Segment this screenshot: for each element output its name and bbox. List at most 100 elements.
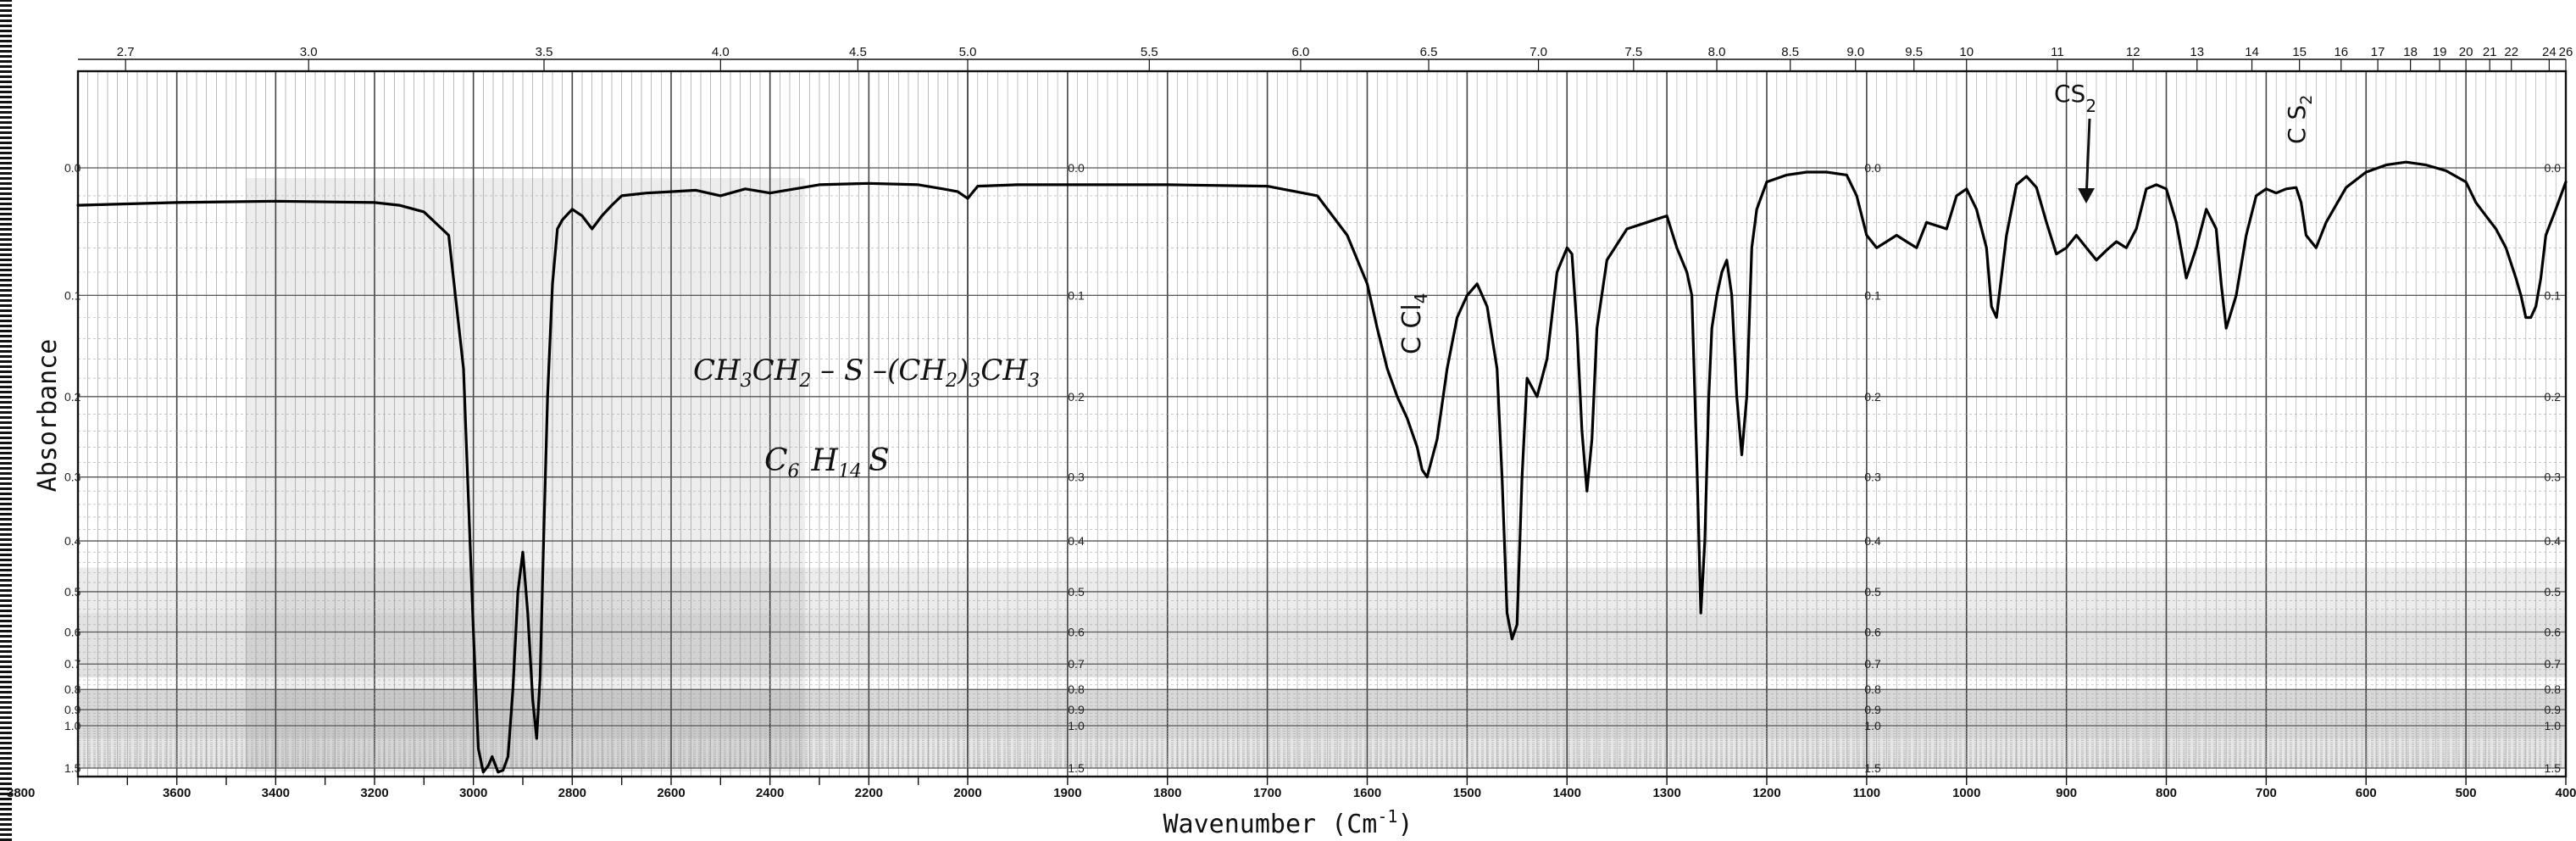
x-tick-label-2400: 2400 xyxy=(756,786,784,800)
top-tick-label-21: 21 xyxy=(2483,45,2497,59)
x-tick-label-1200: 1200 xyxy=(1752,786,1780,800)
y-tick-labels: 0.0 0.1 0.2 0.3 0.4 0.5 0.6 0.7 0.8 0.9 1.0 1.5 0.0 0… xyxy=(64,161,2561,775)
y-tick-label-right-0.3: 0.3 xyxy=(2545,471,2562,484)
x-tick-label-2000: 2000 xyxy=(953,786,981,800)
x-tick-label-500: 500 xyxy=(2456,786,2477,800)
y-tick-label-right-0.7: 0.7 xyxy=(2545,657,2562,671)
y-tick-label-panel-1-1.0: 1.0 xyxy=(1068,719,1085,732)
y-tick-label-left-1.5: 1.5 xyxy=(64,761,81,775)
y-tick-label-panel-2-0.2: 0.2 xyxy=(1864,390,1881,404)
y-tick-label-panel-1-0.2: 0.2 xyxy=(1068,390,1085,404)
x-tick-label-3600: 3600 xyxy=(163,786,191,800)
top-tick-label-9.5: 9.5 xyxy=(1905,45,1923,59)
top-tick-label-9.0: 9.0 xyxy=(1846,45,1864,59)
y-tick-label-panel-1-0.0: 0.0 xyxy=(1068,161,1085,175)
y-tick-label-panel-1-1.5: 1.5 xyxy=(1068,761,1085,775)
y-tick-label-panel-2-0.3: 0.3 xyxy=(1864,471,1881,484)
annotation-cs2-vertical: C S2 xyxy=(2283,95,2316,144)
top-tick-label-22: 22 xyxy=(2504,45,2518,59)
y-axis-title: Absorbance xyxy=(33,339,63,493)
top-tick-label-6.5: 6.5 xyxy=(1420,45,1438,59)
top-tick-label-3.5: 3.5 xyxy=(536,45,553,59)
top-tick-label-6.0: 6.0 xyxy=(1291,45,1309,59)
y-tick-label-panel-2-0.8: 0.8 xyxy=(1864,682,1881,696)
y-tick-label-panel-1-0.1: 0.1 xyxy=(1068,288,1085,302)
x-tick-label-2200: 2200 xyxy=(855,786,883,800)
x-axis-title: Wavenumber (Cm-1) xyxy=(1163,806,1413,839)
y-tick-label-right-1.5: 1.5 xyxy=(2545,761,2562,775)
y-tick-label-left-0.2: 0.2 xyxy=(64,390,81,404)
top-tick-label-12: 12 xyxy=(2126,45,2140,59)
grid-shade-band xyxy=(78,689,2566,739)
x-tick-label-3400: 3400 xyxy=(262,786,290,800)
annotation-structure-formula: CH3CH2 – S –(CH2)3CH3 xyxy=(693,354,1040,392)
x-tick-label-1400: 1400 xyxy=(1553,786,1581,800)
annotation-molecular-formula: C6 H14 S xyxy=(764,443,890,482)
top-tick-label-3.0: 3.0 xyxy=(300,45,318,59)
y-tick-label-left-0.0: 0.0 xyxy=(64,161,81,175)
y-tick-label-left-0.6: 0.6 xyxy=(64,625,81,638)
top-tick-label-5.5: 5.5 xyxy=(1141,45,1158,59)
y-tick-label-left-0.5: 0.5 xyxy=(64,585,81,599)
top-tick-label-17: 17 xyxy=(2371,45,2385,59)
top-tick-label-8.0: 8.0 xyxy=(1708,45,1726,59)
spectrum-line-0 xyxy=(76,160,2568,774)
y-tick-label-panel-2-0.1: 0.1 xyxy=(1864,288,1881,302)
top-tick-label-4.0: 4.0 xyxy=(712,45,730,59)
grid-shade-band xyxy=(78,567,2566,614)
y-tick-label-panel-1-0.5: 0.5 xyxy=(1068,585,1085,599)
annotation-ccl4: C Cl4 xyxy=(1397,293,1431,355)
y-tick-label-right-0.5: 0.5 xyxy=(2545,585,2562,599)
x-tick-label-600: 600 xyxy=(2356,786,2377,800)
top-tick-label-20: 20 xyxy=(2459,45,2473,59)
y-tick-label-right-0.9: 0.9 xyxy=(2545,703,2562,716)
x-tick-label-700: 700 xyxy=(2256,786,2277,800)
top-tick-label-5.0: 5.0 xyxy=(959,45,977,59)
x-tick-label-1800: 1800 xyxy=(1153,786,1181,800)
y-tick-label-panel-2-0.4: 0.4 xyxy=(1864,534,1881,548)
y-tick-label-left-0.7: 0.7 xyxy=(64,657,81,671)
x-tick-label-900: 900 xyxy=(2056,786,2077,800)
x-tick-label-800: 800 xyxy=(2156,786,2177,800)
x-tick-labels-bottom: 3800 3600 3400 3200 3000 2800 2600 2400 2200 2000… xyxy=(7,786,2576,800)
y-tick-label-left-0.3: 0.3 xyxy=(64,471,81,484)
y-tick-label-right-0.1: 0.1 xyxy=(2545,288,2562,302)
top-tick-label-15: 15 xyxy=(2292,45,2307,59)
y-tick-label-left-0.9: 0.9 xyxy=(64,703,81,716)
top-tick-label-14: 14 xyxy=(2245,45,2259,59)
top-tick-label-7.5: 7.5 xyxy=(1624,45,1642,59)
x-tick-label-3000: 3000 xyxy=(459,786,487,800)
y-tick-label-left-0.1: 0.1 xyxy=(64,288,81,302)
x-tick-label-2600: 2600 xyxy=(657,786,685,800)
y-tick-label-panel-2-0.5: 0.5 xyxy=(1864,585,1881,599)
y-tick-label-right-0.2: 0.2 xyxy=(2545,390,2562,404)
y-tick-label-panel-1-0.4: 0.4 xyxy=(1068,534,1085,548)
top-tick-label-26: 26 xyxy=(2559,45,2573,59)
top-tick-label-19: 19 xyxy=(2433,45,2447,59)
y-tick-label-panel-1-0.7: 0.7 xyxy=(1068,657,1085,671)
grid-shade-dark-region xyxy=(246,178,805,771)
top-tick-label-16: 16 xyxy=(2334,45,2348,59)
y-tick-label-right-0.4: 0.4 xyxy=(2545,534,2562,548)
y-tick-label-left-0.4: 0.4 xyxy=(64,534,81,548)
grid-shade-band xyxy=(78,738,2566,768)
top-tick-label-11: 11 xyxy=(2051,45,2064,59)
y-tick-label-right-0.0: 0.0 xyxy=(2545,161,2562,175)
annotation-cs2: CS2 xyxy=(2054,80,2096,116)
y-tick-label-right-0.6: 0.6 xyxy=(2545,625,2562,638)
x-tick-label-1300: 1300 xyxy=(1652,786,1680,800)
x-tick-label-1900: 1900 xyxy=(1053,786,1081,800)
y-tick-label-left-0.8: 0.8 xyxy=(64,682,81,696)
top-tick-label-13: 13 xyxy=(2190,45,2204,59)
top-tick-label-24: 24 xyxy=(2542,45,2557,59)
y-tick-label-panel-1-0.9: 0.9 xyxy=(1068,703,1085,716)
y-tick-label-panel-2-0.7: 0.7 xyxy=(1864,657,1881,671)
y-tick-label-panel-2-1.0: 1.0 xyxy=(1864,719,1881,732)
x-tick-labels-top: 2.7 3.0 3.5 4.0 4.5 5.0 5.5 6.0 6.5 7.0 7.5 8.0 8.5 9… xyxy=(117,45,2573,71)
top-tick-label-18: 18 xyxy=(2403,45,2418,59)
spectrum-series xyxy=(76,160,2568,774)
x-tick-label-3800: 3800 xyxy=(7,786,35,800)
y-tick-label-panel-1-0.8: 0.8 xyxy=(1068,682,1085,696)
y-tick-label-panel-2-1.5: 1.5 xyxy=(1864,761,1881,775)
